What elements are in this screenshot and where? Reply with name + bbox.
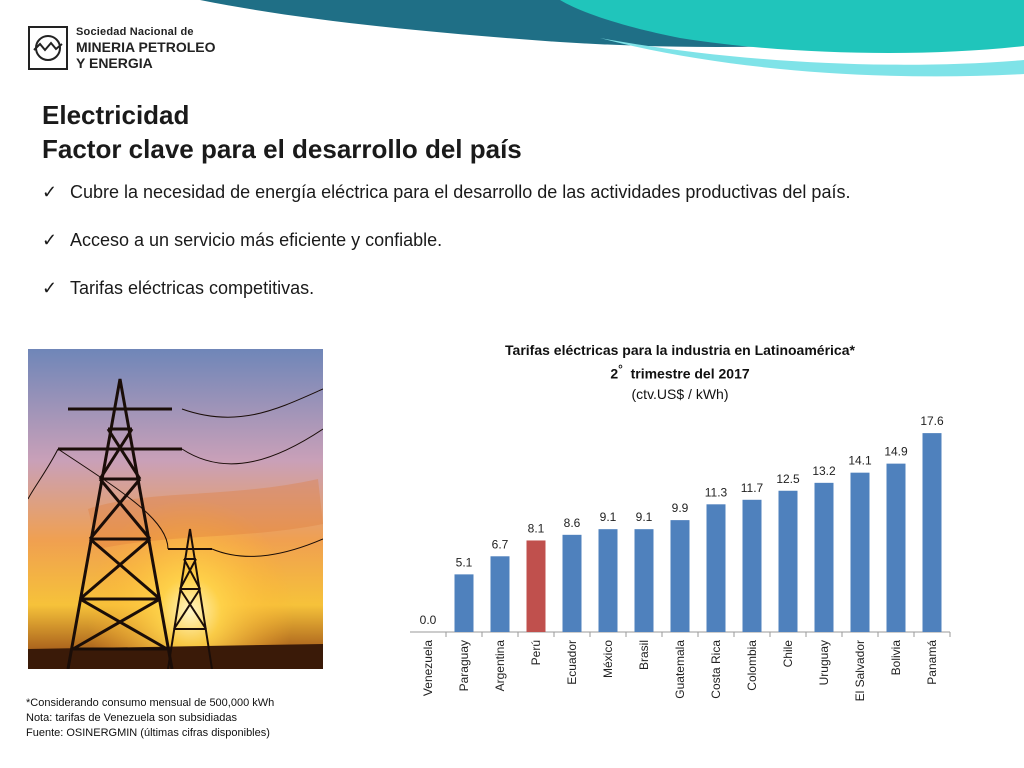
chart-plot: 0.0 Venezuela 5.1 Paraguay 6.7 Argentina 8.1 Pe… (410, 414, 951, 701)
chart-subtitle-num: 2 (610, 365, 619, 382)
bar-costa-rica (706, 504, 726, 632)
category-label: Guatemala (673, 640, 687, 699)
check-icon: ✓ (42, 181, 58, 202)
category-label: Panamá (925, 640, 939, 685)
slide-title: Electricidad Factor clave para el desarr… (42, 98, 522, 166)
data-label: 17.6 (920, 414, 944, 428)
bar-brasil (634, 529, 654, 632)
header-waves (200, 0, 1024, 77)
bar-guatemala (670, 520, 690, 632)
chart-subtitle-rest: trimestre del 2017 (630, 365, 750, 382)
category-label: Venezuela (421, 640, 435, 696)
bar-bolivia (886, 463, 906, 632)
bar-perú (526, 540, 546, 632)
bar-argentina (490, 556, 510, 632)
footnote: *Considerando consumo mensual de 500,000… (26, 697, 275, 709)
data-label: 5.1 (456, 555, 473, 569)
data-label: 14.1 (848, 454, 872, 468)
data-label: 9.1 (636, 510, 653, 524)
category-label: Costa Rica (709, 640, 723, 699)
data-label: 14.9 (884, 445, 908, 459)
category-label: Uruguay (817, 640, 831, 685)
category-label: Brasil (637, 640, 651, 670)
power-towers-photo (28, 349, 323, 669)
category-label: Argentina (493, 640, 507, 692)
slide-title-line1: Electricidad (42, 100, 190, 130)
bar-colombia (742, 499, 762, 632)
bar-paraguay (454, 574, 474, 632)
data-label: 9.1 (600, 510, 617, 524)
bar-chile (778, 490, 798, 632)
bullet-item: ✓ Tarifas eléctricas competitivas. (42, 276, 850, 300)
check-icon: ✓ (42, 277, 58, 298)
data-label: 9.9 (672, 501, 689, 515)
category-label: Colombia (745, 640, 759, 691)
data-label: 0.0 (420, 613, 437, 627)
category-label: Perú (529, 640, 543, 665)
category-label: Paraguay (457, 640, 471, 691)
chart-subtitle: 2° trimestre del 2017 (390, 360, 970, 384)
chart-title-block: Tarifas eléctricas para la industria en … (390, 340, 970, 404)
bullet-item: ✓ Cubre la necesidad de energía eléctric… (42, 180, 850, 204)
check-icon: ✓ (42, 229, 58, 250)
data-label: 8.6 (564, 516, 581, 530)
data-label: 8.1 (528, 521, 545, 535)
logo-mark-icon (28, 26, 68, 70)
bullet-text: Tarifas eléctricas competitivas. (70, 277, 315, 298)
bullet-text: Acceso a un servicio más eficiente y con… (70, 229, 443, 250)
company-logo: Sociedad Nacional de MINERIA PETROLEO Y … (28, 26, 216, 70)
data-label: 11.3 (705, 485, 728, 499)
category-label: Bolivia (889, 640, 903, 676)
data-label: 6.7 (492, 537, 509, 551)
logo-line2: MINERIA PETROLEO (76, 38, 216, 55)
category-label: Ecuador (565, 640, 579, 685)
bullet-item: ✓ Acceso a un servicio más eficiente y c… (42, 228, 850, 252)
data-label: 11.7 (741, 481, 764, 495)
bullet-list: ✓ Cubre la necesidad de energía eléctric… (42, 180, 850, 324)
footnote: Nota: tarifas de Venezuela son subsidiad… (26, 712, 237, 724)
category-label: Chile (781, 640, 795, 668)
logo-line3: Y ENERGIA (76, 54, 153, 71)
data-label: 13.2 (812, 464, 836, 478)
bullet-text: Cubre la necesidad de energía eléctrica … (70, 181, 851, 202)
slide-title-line2: Factor clave para el desarrollo del país (42, 134, 522, 164)
chart-title: Tarifas eléctricas para la industria en … (505, 342, 855, 358)
bar-méxico (598, 529, 618, 632)
data-label: 12.5 (776, 472, 800, 486)
category-label: México (601, 640, 615, 678)
bar-uruguay (814, 482, 834, 632)
logo-line1: Sociedad Nacional de (76, 25, 194, 38)
category-label: El Salvador (853, 640, 867, 701)
bar-panamá (922, 433, 942, 632)
footnote: Fuente: OSINERGMIN (últimas cifras dispo… (26, 727, 270, 739)
bar-el-salvador (850, 472, 870, 632)
chart-units: (ctv.US$ / kWh) (631, 385, 729, 402)
tariff-bar-chart: Tarifas eléctricas para la industria en … (390, 340, 990, 710)
footnotes: *Considerando consumo mensual de 500,000… (26, 696, 274, 741)
bar-ecuador (562, 534, 582, 632)
chart-subtitle-deg: ° (618, 363, 623, 376)
